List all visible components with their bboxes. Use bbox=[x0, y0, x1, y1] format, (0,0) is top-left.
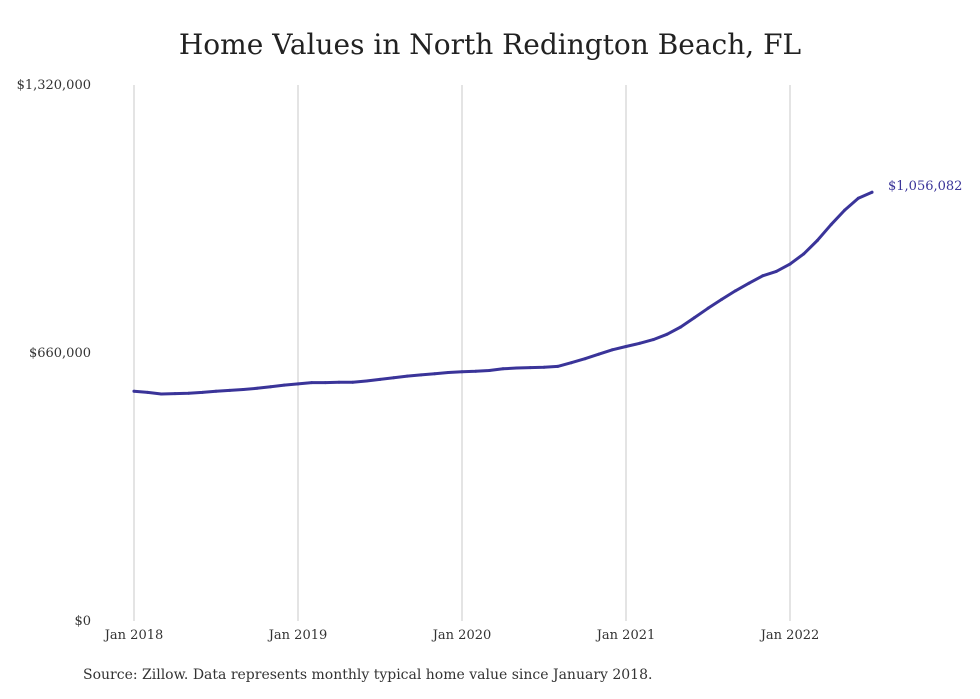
data-point bbox=[583, 357, 587, 361]
x-tick-label: Jan 2019 bbox=[267, 628, 328, 643]
data-point bbox=[610, 348, 614, 352]
line-chart: $0$660,000$1,320,000 Jan 2018 Jan 2019 Jan… bbox=[17, 78, 963, 643]
y-tick-label: $1,320,000 bbox=[17, 78, 91, 93]
data-point bbox=[255, 386, 259, 390]
data-point bbox=[515, 366, 519, 370]
data-point bbox=[282, 383, 286, 387]
series-line-home-value bbox=[132, 190, 874, 396]
data-point bbox=[706, 306, 710, 310]
data-point bbox=[310, 381, 314, 385]
data-points bbox=[132, 190, 874, 396]
data-point bbox=[774, 269, 778, 273]
data-point bbox=[870, 190, 874, 194]
y-tick-label: $0 bbox=[74, 614, 91, 629]
data-point bbox=[132, 389, 136, 393]
data-point bbox=[651, 338, 655, 342]
data-point bbox=[460, 370, 464, 374]
data-point bbox=[501, 367, 505, 371]
data-point bbox=[843, 208, 847, 212]
data-point bbox=[638, 341, 642, 345]
data-point bbox=[597, 352, 601, 356]
data-point bbox=[228, 388, 232, 392]
data-point bbox=[474, 369, 478, 373]
data-point bbox=[761, 274, 765, 278]
data-point bbox=[378, 377, 382, 381]
data-point bbox=[159, 392, 163, 396]
data-point bbox=[624, 345, 628, 348]
data-point bbox=[337, 380, 341, 384]
x-tick-label: Jan 2018 bbox=[103, 628, 164, 643]
data-point bbox=[392, 376, 396, 380]
gridlines bbox=[133, 85, 791, 621]
data-point bbox=[241, 388, 245, 391]
x-tick-label: Jan 2021 bbox=[595, 628, 656, 643]
y-axis-ticks: $0 $660,000 $1,320,000 bbox=[17, 78, 91, 629]
data-point bbox=[788, 262, 792, 266]
data-point bbox=[296, 382, 300, 386]
data-point bbox=[323, 381, 327, 385]
data-point bbox=[146, 390, 150, 394]
x-axis-ticks: Jan 2018 Jan 2019 Jan 2020 Jan 2021 Jan 2022 bbox=[103, 628, 820, 643]
data-point bbox=[856, 196, 860, 200]
data-point bbox=[433, 372, 437, 376]
data-point bbox=[665, 332, 669, 336]
data-point bbox=[569, 361, 573, 365]
data-point bbox=[269, 385, 273, 389]
data-point bbox=[692, 316, 696, 320]
data-point bbox=[679, 325, 683, 329]
data-point bbox=[829, 223, 833, 227]
data-point bbox=[542, 365, 546, 369]
data-point bbox=[214, 389, 218, 393]
data-point bbox=[187, 391, 191, 395]
data-point bbox=[200, 390, 204, 394]
chart-title: Home Values in North Redington Beach, FL bbox=[178, 28, 802, 61]
data-point bbox=[419, 373, 423, 377]
data-point bbox=[815, 239, 819, 242]
data-point bbox=[747, 281, 751, 285]
data-point bbox=[405, 374, 409, 378]
data-point bbox=[720, 297, 724, 301]
end-value-label: $1,056,082 bbox=[888, 179, 962, 194]
x-tick-label: Jan 2022 bbox=[759, 628, 820, 643]
source-note: Source: Zillow. Data represents monthly … bbox=[83, 667, 653, 683]
data-point bbox=[528, 366, 532, 370]
y-tick-label: $660,000 bbox=[29, 346, 91, 361]
data-point bbox=[487, 369, 491, 372]
data-point bbox=[733, 289, 737, 293]
data-point bbox=[446, 371, 450, 374]
data-point bbox=[173, 392, 177, 396]
x-tick-label: Jan 2020 bbox=[431, 628, 492, 643]
data-point bbox=[364, 379, 368, 383]
data-point bbox=[802, 252, 806, 256]
data-point bbox=[351, 380, 355, 384]
data-point bbox=[556, 364, 560, 368]
